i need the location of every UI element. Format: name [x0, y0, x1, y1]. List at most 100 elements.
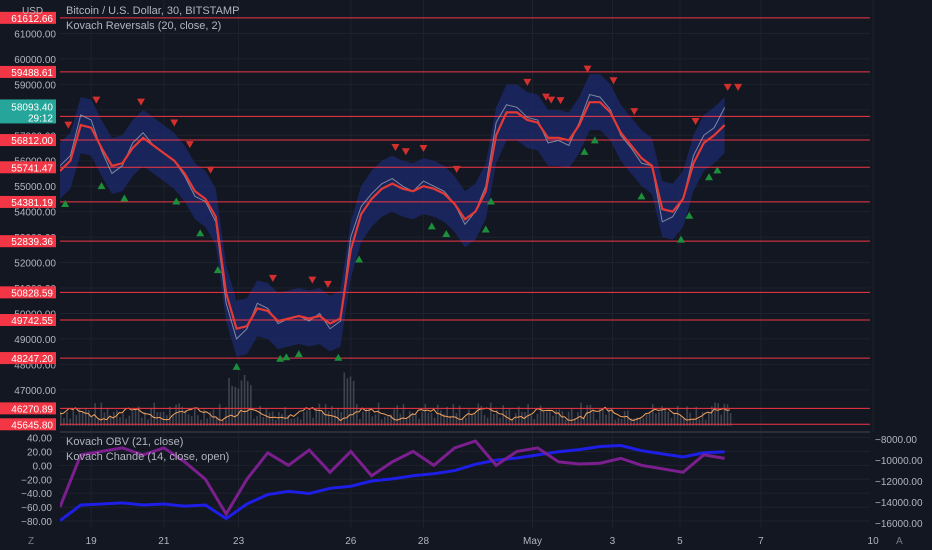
volume-bar: [708, 412, 710, 426]
down-reversal-marker: [64, 121, 73, 129]
volume-bar: [60, 411, 62, 426]
volume-bar: [549, 411, 551, 426]
down-reversal-marker: [723, 83, 732, 91]
volume-bar: [165, 415, 168, 426]
up-reversal-marker: [97, 182, 106, 190]
level-price-tag-text: 54381.19: [11, 198, 53, 209]
volume-bar: [256, 415, 258, 426]
up-reversal-marker: [120, 194, 129, 202]
volume-bar: [555, 409, 557, 426]
volume-bar: [116, 410, 118, 426]
indicator-obv-label[interactable]: Kovach OBV (21, close): [66, 436, 184, 448]
obv-axis-label: −10000.00: [875, 456, 923, 467]
up-reversal-marker: [334, 353, 343, 361]
down-reversal-marker: [401, 148, 410, 156]
volume-bar: [63, 417, 65, 426]
symbol-title[interactable]: Bitcoin / U.S. Dollar, 30, BITSTAMP: [66, 5, 240, 17]
volume-bar: [433, 417, 436, 426]
down-reversal-marker: [92, 96, 101, 104]
obv-axis-label: −12000.00: [875, 477, 923, 488]
down-reversal-marker: [268, 274, 277, 282]
volume-bar: [88, 409, 90, 426]
volume-bar: [527, 404, 529, 426]
level-price-tag-text: 49742.55: [11, 316, 53, 327]
volume-bar: [471, 415, 473, 426]
time-axis-label: 23: [233, 536, 245, 547]
volume-bar: [405, 418, 408, 426]
up-reversal-marker: [590, 136, 599, 144]
volume-bar: [505, 410, 508, 426]
volume-bar: [181, 406, 184, 426]
price-axis-label: 55000.00: [14, 182, 56, 193]
indicator-reversals-label[interactable]: Kovach Reversals (20, close, 2): [66, 20, 222, 32]
volume-bar: [287, 415, 290, 426]
volume-bar: [455, 413, 458, 426]
volume-bar: [334, 410, 336, 426]
down-reversal-marker: [391, 143, 400, 151]
volume-bar: [577, 412, 579, 426]
level-price-tag-text: 46270.89: [11, 404, 53, 415]
volume-bar: [234, 386, 237, 426]
up-reversal-marker: [282, 353, 291, 361]
level-price-tag: [0, 195, 56, 208]
volume-bar: [546, 411, 548, 426]
volume-bar: [474, 414, 476, 426]
z-button[interactable]: Z: [28, 536, 34, 547]
volume-bar: [717, 403, 719, 426]
volume-bar: [387, 415, 389, 426]
volume-bar: [222, 419, 224, 426]
volume-bar: [396, 405, 399, 426]
axes[interactable]: 61000.0060000.0059000.0058000.0057000.00…: [14, 29, 923, 547]
volume-bar: [122, 413, 124, 426]
level-price-tag-text: 45645.80: [11, 420, 53, 431]
volume-bar: [424, 403, 427, 426]
volume-bar: [508, 409, 511, 426]
volume-bar: [200, 419, 202, 426]
volume-bar: [374, 414, 377, 426]
volume-bar: [337, 408, 339, 426]
volume-bar: [561, 411, 564, 426]
volume-bar: [112, 411, 115, 426]
volume-bar: [66, 412, 68, 426]
down-reversal-marker: [323, 280, 332, 288]
volume-bar: [461, 418, 464, 426]
volume-bar: [137, 406, 140, 426]
volume-bar: [309, 410, 311, 426]
volume-bar: [648, 411, 651, 426]
time-axis-label: 3: [610, 536, 616, 547]
auto-scale-button[interactable]: A: [896, 536, 903, 547]
indicator-chande-label[interactable]: Kovach Chande (14, close, open): [66, 451, 230, 463]
volume-bar: [642, 418, 645, 426]
level-price-tag-text: 48247.20: [11, 354, 53, 365]
volume-bar: [141, 417, 143, 426]
level-price-tag-text: 50828.59: [11, 288, 53, 299]
moving-average-line: [59, 101, 726, 331]
volume-bar: [651, 403, 654, 426]
up-reversal-marker: [685, 211, 694, 219]
down-reversal-marker: [206, 166, 215, 174]
volume-bar: [193, 407, 196, 426]
down-reversal-marker: [523, 78, 532, 86]
volume-bar: [109, 416, 112, 426]
up-reversal-marker: [213, 266, 222, 274]
volume-bar: [533, 419, 536, 426]
down-reversal-marker: [542, 93, 550, 101]
volume-bar: [623, 411, 626, 426]
volume-bar: [639, 417, 642, 426]
volume-bar: [178, 403, 180, 426]
volume-bar: [633, 418, 635, 426]
oscillator-axis-label: −80.00: [21, 517, 52, 528]
volume-bar: [262, 417, 265, 426]
down-reversal-marker: [691, 118, 700, 126]
volume-bar: [679, 416, 682, 426]
volume-bar: [81, 411, 84, 426]
volume-bar: [349, 376, 352, 426]
volume-bar: [692, 419, 695, 426]
volume-bar: [608, 409, 610, 426]
price-axis-label: 59000.00: [14, 80, 56, 91]
up-reversal-marker: [355, 255, 364, 263]
time-axis-label: 19: [86, 536, 98, 547]
time-axis-label: May: [523, 536, 542, 547]
